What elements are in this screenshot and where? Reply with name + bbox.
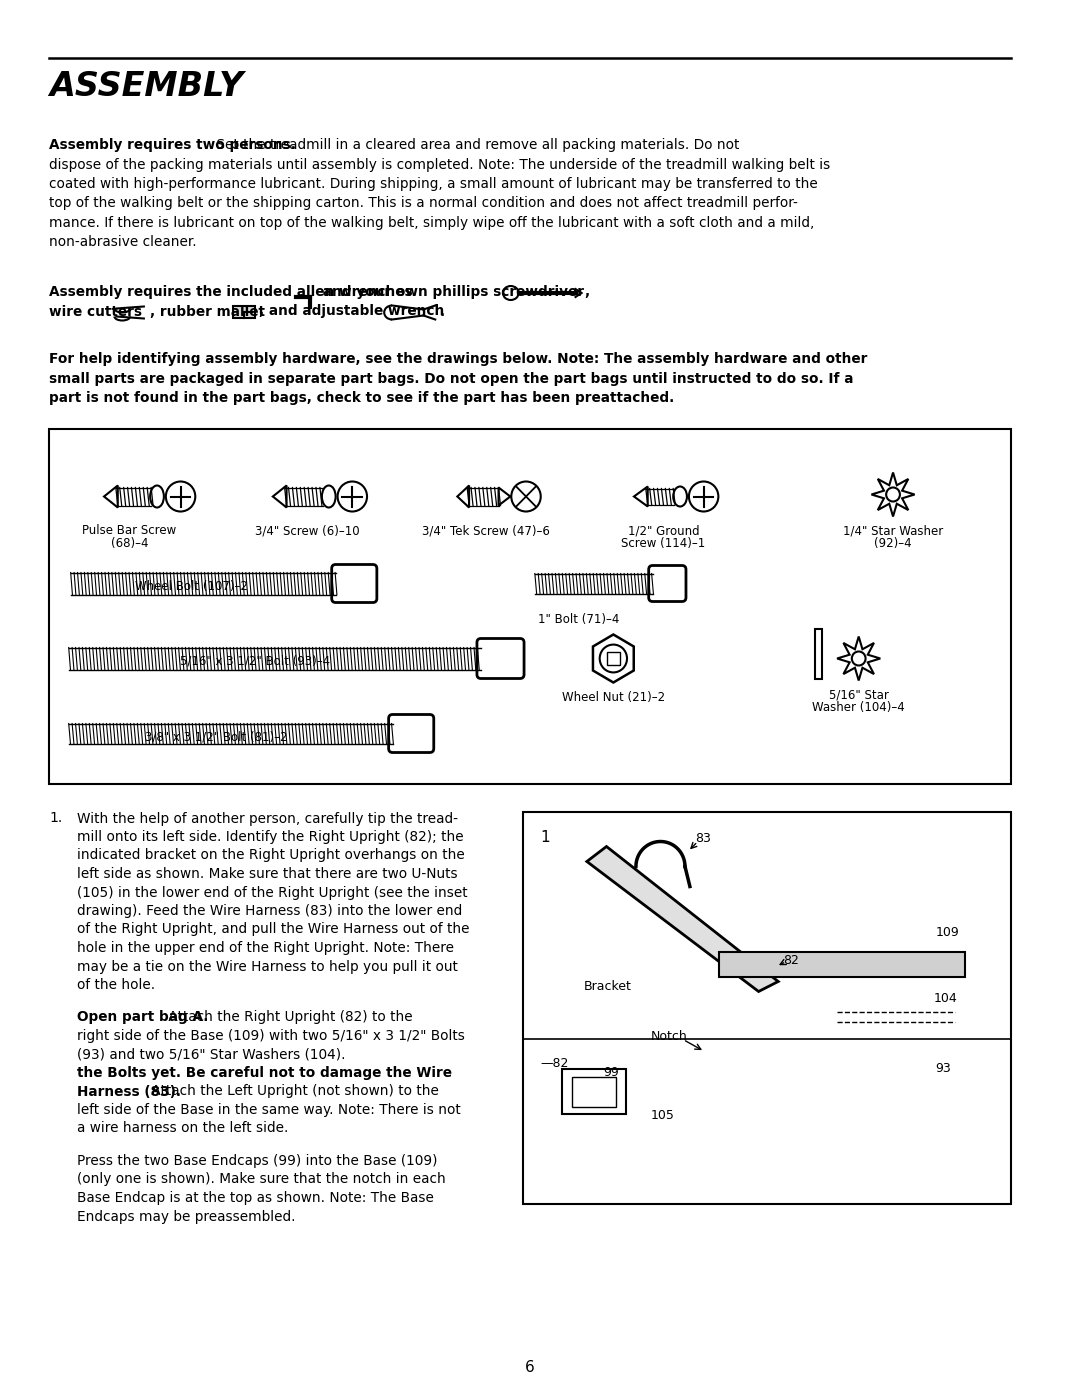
FancyBboxPatch shape [332, 564, 377, 602]
FancyBboxPatch shape [477, 638, 524, 679]
Text: (only one is shown). Make sure that the notch in each: (only one is shown). Make sure that the … [77, 1172, 445, 1186]
Text: ASSEMBLY: ASSEMBLY [49, 70, 243, 103]
Text: Attach the Left Upright (not shown) to the: Attach the Left Upright (not shown) to t… [147, 1084, 440, 1098]
Bar [572, 1077, 617, 1106]
Text: Press the two Base Endcaps (99) into the Base (109): Press the two Base Endcaps (99) into the… [77, 1154, 437, 1168]
Ellipse shape [150, 486, 164, 507]
Text: 82: 82 [783, 954, 799, 967]
Text: coated with high-performance lubricant. During shipping, a small amount of lubri: coated with high-performance lubricant. … [49, 177, 818, 191]
Text: left side as shown. Make sure that there are two U-Nuts: left side as shown. Make sure that there… [77, 868, 457, 882]
Polygon shape [872, 472, 915, 517]
Text: may be a tie on the Wire Harness to help you pull it out: may be a tie on the Wire Harness to help… [77, 960, 458, 974]
Text: 5/16" Star: 5/16" Star [828, 689, 889, 701]
Bar [523, 812, 1011, 1203]
Text: top of the walking belt or the shipping carton. This is a normal condition and d: top of the walking belt or the shipping … [49, 197, 798, 211]
Text: Bracket: Bracket [584, 979, 632, 992]
Text: small parts are packaged in separate part bags. Do not open the part bags until : small parts are packaged in separate par… [49, 372, 853, 386]
Text: Harness (83).: Harness (83). [77, 1084, 180, 1098]
Text: Assembly requires the included allen wrenches: Assembly requires the included allen wre… [49, 285, 413, 299]
Text: Washer (104)–4: Washer (104)–4 [812, 700, 905, 714]
Text: part is not found in the part bags, check to see if the part has been preattache: part is not found in the part bags, chec… [49, 391, 674, 405]
Text: Pulse Bar Screw: Pulse Bar Screw [82, 524, 177, 538]
Text: (92)–4: (92)–4 [874, 536, 912, 549]
Text: 5/16" x 3 1/2" Bolt (93)–4: 5/16" x 3 1/2" Bolt (93)–4 [180, 655, 330, 668]
Text: 6: 6 [525, 1361, 535, 1375]
Text: Wheel Bolt (107)–2: Wheel Bolt (107)–2 [135, 580, 247, 592]
Text: (105) in the lower end of the Right Upright (see the inset: (105) in the lower end of the Right Upri… [77, 886, 468, 900]
Text: the Bolts yet. Be careful not to damage the Wire: the Bolts yet. Be careful not to damage … [77, 1066, 451, 1080]
Text: indicated bracket on the Right Upright overhangs on the: indicated bracket on the Right Upright o… [77, 848, 464, 862]
Text: , and adjustable wrench: , and adjustable wrench [259, 305, 444, 319]
Text: and your own phillips screwdriver: and your own phillips screwdriver [318, 285, 583, 299]
Polygon shape [837, 637, 880, 680]
Text: 99: 99 [604, 1066, 619, 1080]
Text: 1/2" Ground: 1/2" Ground [627, 524, 699, 538]
Text: 3/8" x 3 1/2" Bolt (81)–2: 3/8" x 3 1/2" Bolt (81)–2 [145, 731, 287, 743]
Text: , rubber mallet: , rubber mallet [150, 305, 265, 319]
Text: —82: —82 [541, 1058, 569, 1070]
Text: Notch: Notch [650, 1030, 687, 1042]
Polygon shape [593, 634, 634, 683]
Text: With the help of another person, carefully tip the tread-: With the help of another person, careful… [77, 812, 458, 826]
Text: Screw (114)–1: Screw (114)–1 [621, 536, 705, 549]
Text: left side of the Base in the same way. Note: There is not: left side of the Base in the same way. N… [77, 1104, 460, 1118]
Text: For help identifying assembly hardware, see the drawings below. Note: The assemb: For help identifying assembly hardware, … [49, 352, 867, 366]
Text: 104: 104 [933, 992, 957, 1004]
Text: Attach the Right Upright (82) to the: Attach the Right Upright (82) to the [164, 1010, 413, 1024]
Text: Endcaps may be preassembled.: Endcaps may be preassembled. [77, 1210, 295, 1224]
Text: wire cutters: wire cutters [49, 305, 143, 319]
Text: 109: 109 [935, 926, 959, 940]
Text: a wire harness on the left side.: a wire harness on the left side. [77, 1122, 288, 1136]
Text: ,: , [584, 285, 590, 299]
Polygon shape [273, 486, 286, 507]
Text: 3/4" Tek Screw (47)–6: 3/4" Tek Screw (47)–6 [422, 524, 550, 538]
Text: drawing). Feed the Wire Harness (83) into the lower end: drawing). Feed the Wire Harness (83) int… [77, 904, 462, 918]
Text: mill onto its left side. Identify the Right Upright (82); the: mill onto its left side. Identify the Ri… [77, 830, 463, 844]
Text: right side of the Base (109) with two 5/16" x 3 1/2" Bolts: right side of the Base (109) with two 5/… [77, 1030, 464, 1044]
Text: Set the treadmill in a cleared area and remove all packing materials. Do not: Set the treadmill in a cleared area and … [213, 138, 740, 152]
Text: 105: 105 [650, 1109, 675, 1122]
Text: Wheel Nut (21)–2: Wheel Nut (21)–2 [562, 692, 665, 704]
Polygon shape [499, 488, 511, 506]
Polygon shape [104, 486, 118, 507]
Text: 1: 1 [541, 830, 551, 845]
Text: 1.: 1. [49, 812, 63, 826]
Text: 3/4" Screw (6)–10: 3/4" Screw (6)–10 [255, 524, 360, 538]
Text: mance. If there is lubricant on top of the walking belt, simply wipe off the lub: mance. If there is lubricant on top of t… [49, 217, 814, 231]
Polygon shape [586, 847, 779, 992]
FancyBboxPatch shape [389, 714, 434, 753]
Text: .: . [440, 305, 444, 319]
Text: Open part bag A.: Open part bag A. [77, 1010, 208, 1024]
Text: (93) and two 5/16" Star Washers (104).: (93) and two 5/16" Star Washers (104). [77, 1048, 345, 1062]
Polygon shape [457, 486, 469, 507]
FancyBboxPatch shape [649, 566, 686, 602]
Bar [233, 306, 255, 317]
Bar [49, 429, 1011, 784]
Text: dispose of the packing materials until assembly is completed. Note: The undersid: dispose of the packing materials until a… [49, 158, 831, 172]
Text: 1" Bolt (71)–4: 1" Bolt (71)–4 [538, 613, 620, 626]
Text: of the Right Upright, and pull the Wire Harness out of the: of the Right Upright, and pull the Wire … [77, 922, 469, 936]
Text: Assembly requires two persons.: Assembly requires two persons. [49, 138, 296, 152]
Text: non-abrasive cleaner.: non-abrasive cleaner. [49, 236, 197, 250]
Ellipse shape [322, 486, 336, 507]
Text: hole in the upper end of the Right Upright. Note: There: hole in the upper end of the Right Uprig… [77, 942, 454, 956]
Text: 93: 93 [935, 1062, 951, 1074]
Ellipse shape [673, 486, 687, 507]
Text: 83: 83 [694, 831, 711, 845]
Bar [814, 629, 822, 679]
Text: (68)–4: (68)–4 [111, 536, 148, 549]
Bar [563, 1069, 626, 1113]
Polygon shape [719, 951, 964, 977]
Text: Base Endcap is at the top as shown. Note: The Base: Base Endcap is at the top as shown. Note… [77, 1192, 433, 1206]
Bar [607, 652, 620, 665]
Polygon shape [634, 486, 648, 507]
Text: 1/4" Star Washer: 1/4" Star Washer [842, 524, 943, 538]
Text: of the hole.: of the hole. [77, 978, 154, 992]
